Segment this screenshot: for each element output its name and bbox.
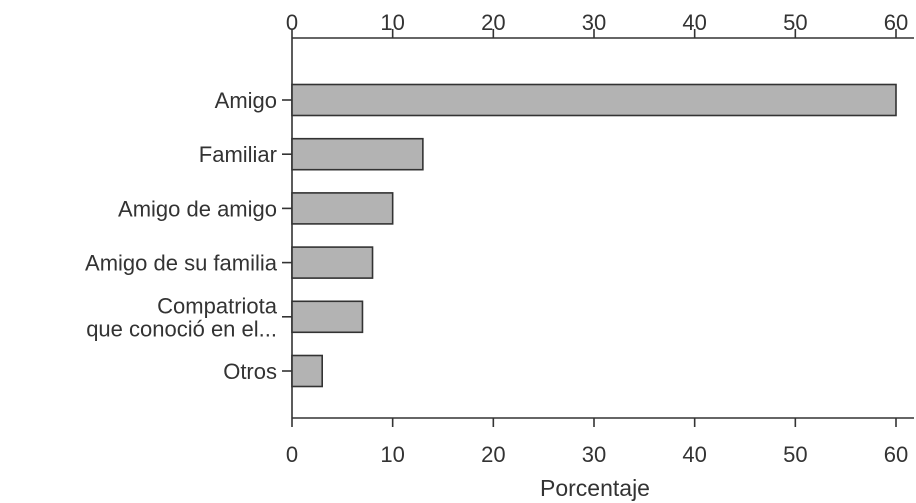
bar [291,83,897,117]
category-label: Amigo de amigo [118,196,277,221]
bar [291,354,324,388]
bottom-x-tick-label: 40 [682,442,706,467]
top-x-tick-label: 20 [481,10,505,35]
bar [291,300,364,334]
category-label: Otros [223,359,277,384]
top-x-tick-label: 40 [682,10,706,35]
category-label: Compatriota que conoció en el... [86,293,278,341]
category-label: Amigo de su familia [85,251,278,276]
category-label: Familiar [199,142,277,167]
chart-bars [291,83,897,388]
top-x-tick-label: 50 [783,10,807,35]
top-x-tick-label: 10 [380,10,404,35]
bar [291,137,424,171]
bar [291,192,394,225]
x-axis-title: Porcentaje [540,475,650,501]
top-x-tick-label: 0 [286,10,298,35]
chart-labels: 0 0 10 10 20 20 30 30 40 40 50 50 60 60 Amigo Familiar A… [85,10,908,467]
bar [291,246,374,279]
top-x-tick-label: 60 [884,10,908,35]
top-x-tick-label: 30 [582,10,606,35]
category-label: Amigo [215,88,277,113]
bottom-x-tick-label: 50 [783,442,807,467]
bottom-x-tick-label: 10 [380,442,404,467]
bottom-x-tick-label: 60 [884,442,908,467]
bottom-x-tick-label: 20 [481,442,505,467]
bottom-x-tick-label: 30 [582,442,606,467]
bottom-x-tick-label: 0 [286,442,298,467]
